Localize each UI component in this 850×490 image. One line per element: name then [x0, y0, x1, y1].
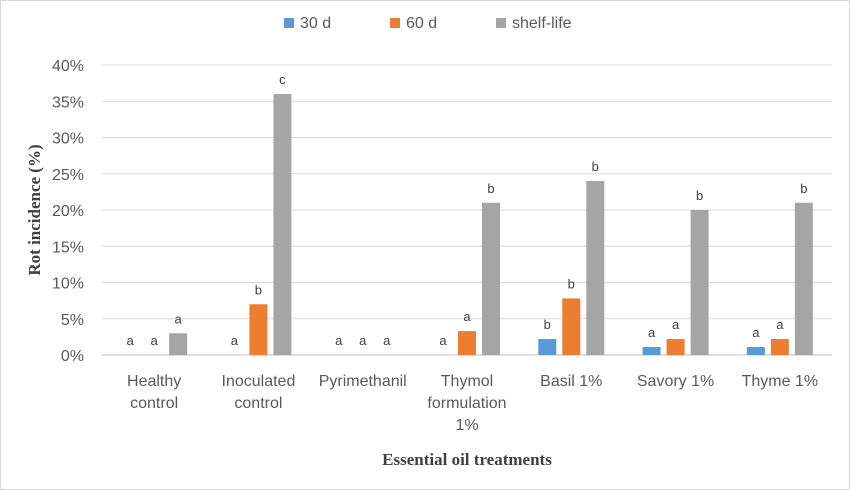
legend-swatch: [496, 18, 506, 28]
data-label: b: [544, 317, 551, 332]
data-label: a: [359, 333, 367, 348]
y-tick-label: 25%: [52, 167, 84, 184]
data-label: b: [696, 188, 703, 203]
data-label: b: [568, 276, 575, 291]
data-label: b: [800, 181, 807, 196]
data-label: a: [175, 311, 183, 326]
x-category-label: Pyrimethanil: [319, 373, 407, 390]
bars: [169, 94, 813, 355]
y-tick-label: 0%: [61, 348, 84, 365]
data-label: a: [335, 333, 343, 348]
x-axis-categories: Healthy control Inoculated control Pyrimetha…: [127, 373, 818, 434]
bar: [586, 181, 605, 355]
bar: [770, 339, 789, 355]
x-category-label: Healthy control: [127, 373, 181, 412]
legend-label: 30 d: [300, 15, 331, 32]
x-category-label: Thyme 1%: [742, 373, 818, 390]
y-tick-label: 15%: [52, 239, 84, 256]
y-axis-title: Rot incidence (%): [25, 144, 44, 275]
data-label: a: [752, 325, 760, 340]
legend-swatch: [390, 18, 400, 28]
bar: [562, 298, 581, 355]
bar: [482, 202, 500, 355]
data-label: a: [648, 325, 656, 340]
data-label: a: [383, 333, 391, 348]
data-label: a: [231, 333, 239, 348]
bar: [794, 202, 813, 355]
data-label: a: [151, 333, 159, 348]
gridlines: [102, 64, 832, 356]
x-category-label: Inoculated control: [222, 373, 296, 412]
y-tick-label: 20%: [52, 203, 84, 220]
bar: [458, 331, 476, 355]
bar: [666, 339, 685, 355]
data-label: b: [487, 181, 494, 196]
y-tick-label: 5%: [61, 312, 84, 329]
data-labels: a a a a b c a a a a a b b b b a a b a a b: [127, 72, 808, 348]
data-label: a: [672, 317, 680, 332]
data-label: a: [439, 333, 447, 348]
bar: [273, 94, 292, 355]
bar: [169, 333, 188, 355]
data-label: b: [592, 159, 599, 174]
bar: [690, 210, 709, 355]
legend-label: 60 d: [406, 15, 437, 32]
legend-label: shelf-life: [512, 15, 572, 32]
legend-swatch: [284, 18, 294, 28]
data-label: a: [463, 309, 471, 324]
y-tick-label: 30%: [52, 131, 84, 148]
y-tick-label: 40%: [52, 58, 84, 75]
data-label: a: [127, 333, 135, 348]
y-tick-label: 35%: [52, 94, 84, 111]
data-label: a: [776, 317, 784, 332]
legend: 30 d 60 d shelf-life: [284, 15, 572, 32]
x-axis-title: Essential oil treatments: [382, 450, 552, 469]
y-tick-label: 10%: [52, 276, 84, 293]
data-label: b: [255, 282, 262, 297]
bar: [746, 347, 765, 355]
y-axis-ticks: 0% 5% 10% 15% 20% 25% 30% 35% 40%: [52, 58, 84, 365]
bar: [538, 339, 557, 355]
x-category-label: Savory 1%: [637, 373, 714, 390]
bar: [642, 347, 661, 355]
x-category-label: Basil 1%: [540, 373, 602, 390]
data-label: c: [279, 72, 286, 87]
x-category-label: Thymol formulation 1%: [427, 373, 506, 434]
bar: [249, 304, 268, 355]
